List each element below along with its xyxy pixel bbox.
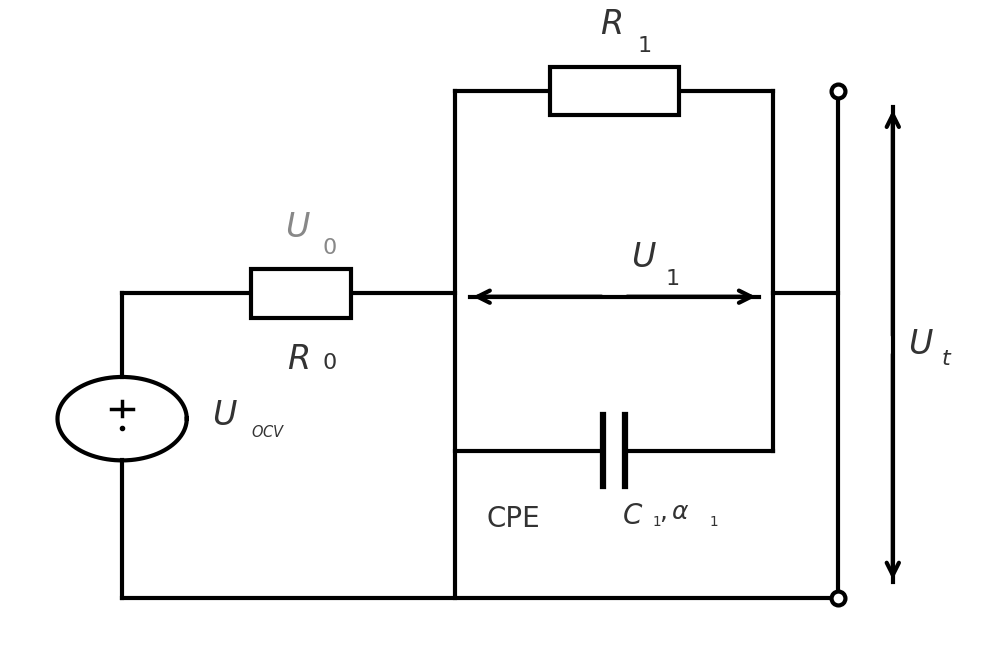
Text: $_1$: $_1$: [709, 511, 718, 529]
Text: $U$: $U$: [631, 241, 657, 274]
Bar: [251, 270, 351, 318]
Text: $R$: $R$: [287, 343, 309, 376]
Text: $1$: $1$: [637, 36, 651, 55]
Text: CPE: CPE: [486, 505, 540, 533]
Text: $0$: $0$: [322, 353, 336, 373]
Text: $1$: $1$: [665, 269, 679, 289]
Text: $R$: $R$: [600, 9, 622, 42]
Text: $t$: $t$: [941, 349, 952, 369]
Text: $_1$: $_1$: [652, 511, 662, 529]
Text: $,\alpha$: $,\alpha$: [659, 500, 690, 524]
Text: $U$: $U$: [908, 328, 934, 361]
Bar: [550, 67, 679, 115]
Text: $C$: $C$: [622, 502, 644, 530]
Text: $_{OCV}$: $_{OCV}$: [251, 420, 286, 440]
Text: $U$: $U$: [212, 399, 237, 432]
Text: $0$: $0$: [322, 238, 336, 258]
Text: $U$: $U$: [285, 211, 311, 244]
